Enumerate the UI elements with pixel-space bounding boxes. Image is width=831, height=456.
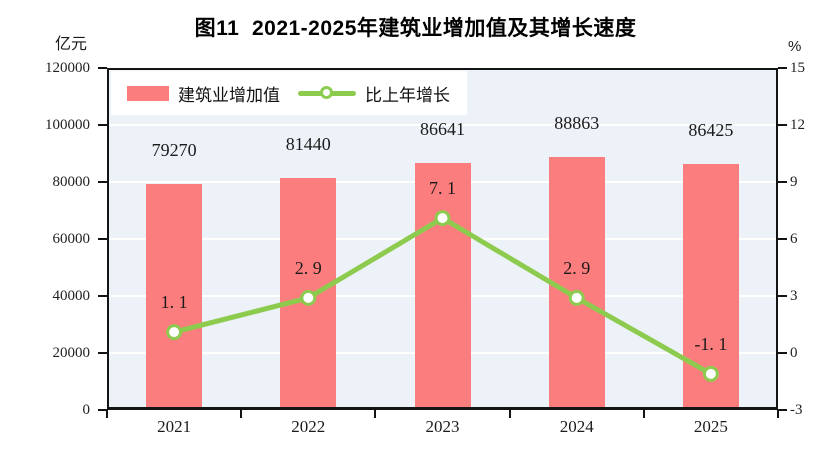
legend-line-dot [320, 86, 333, 99]
x-axis-tick [777, 410, 779, 418]
y-axis-label: 40000 [52, 288, 91, 304]
y2-axis-tick [778, 409, 787, 411]
x-axis-tick [642, 410, 645, 418]
line-value-label: 2. 9 [563, 257, 591, 278]
y-axis-tick [98, 238, 107, 240]
y-axis-label: 80000 [52, 174, 91, 190]
y2-axis-tick [778, 295, 787, 297]
bar-value-label: 79270 [151, 140, 197, 161]
y2-axis-tick [778, 352, 787, 354]
y-axis-tick [98, 67, 107, 69]
bar [548, 156, 605, 410]
x-axis-label: 2022 [291, 417, 326, 436]
x-axis-tick [106, 410, 108, 418]
line-value-label: 7. 1 [429, 178, 456, 199]
y2-axis-label: -3 [790, 402, 803, 418]
y2-axis-tick [778, 181, 787, 183]
y-axis-tick [98, 124, 107, 126]
y-axis-label: 100000 [45, 117, 90, 133]
y-axis-label: 60000 [52, 231, 91, 247]
legend-line-marker-icon [298, 83, 356, 103]
legend-bar-swatch [127, 85, 169, 101]
x-axis-label: 2023 [425, 417, 460, 436]
y2-axis-label: 3 [790, 288, 798, 304]
x-axis-label: 2021 [157, 417, 192, 436]
x-axis-label: 2024 [559, 417, 594, 436]
x-axis-tick [508, 410, 511, 418]
line-value-label: -1. 1 [694, 333, 728, 354]
x-axis-tick [374, 410, 377, 418]
line-value-label: 2. 9 [294, 257, 322, 278]
y2-axis-tick [778, 67, 787, 69]
left-axis-unit-label: 亿元 [55, 36, 88, 53]
y2-axis-tick [778, 124, 787, 126]
y2-axis-label: 15 [790, 60, 805, 76]
y-axis-tick [98, 352, 107, 354]
y-axis-label: 0 [82, 402, 91, 418]
y-axis-label: 120000 [45, 60, 90, 76]
line-value-label: 1. 1 [160, 292, 188, 313]
legend-bar-label: 建筑业增加值 [178, 85, 280, 105]
bar [414, 163, 471, 410]
x-axis-tick [240, 410, 243, 418]
y2-axis-label: 0 [790, 345, 798, 361]
y-axis-tick [98, 181, 107, 183]
right-axis-unit-label: % [788, 38, 802, 55]
y2-axis-label: 12 [790, 117, 805, 133]
bar [280, 177, 337, 410]
chart-title: 图11 2021-2025年建筑业增加值及其增长速度 [194, 17, 637, 40]
y2-axis-tick [778, 238, 787, 240]
x-axis-label: 2025 [693, 417, 728, 436]
y-axis-tick [98, 409, 107, 411]
bar-value-label: 81440 [285, 133, 331, 154]
bar [682, 163, 739, 410]
legend-line-label: 比上年增长 [365, 85, 450, 105]
y-axis-tick [98, 295, 107, 297]
y2-axis-label: 6 [790, 231, 798, 247]
legend: 建筑业增加值 比上年增长 [111, 71, 467, 115]
bar-value-label: 86641 [420, 119, 465, 140]
bar-value-label: 88863 [554, 112, 600, 133]
gridline [109, 124, 776, 126]
bar-value-label: 86425 [688, 119, 734, 140]
y-axis-label: 20000 [52, 345, 91, 361]
y2-axis-label: 9 [790, 174, 798, 190]
